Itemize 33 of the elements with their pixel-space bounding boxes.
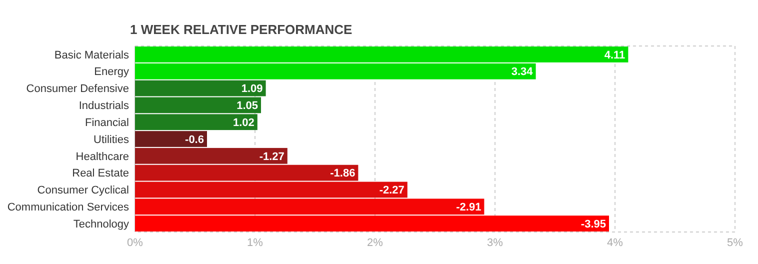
bar (135, 131, 207, 147)
bar (135, 164, 358, 181)
x-tick-label: 5% (727, 237, 744, 249)
y-tick-label: Consumer Defensive (26, 83, 129, 96)
data-label: -3.95 (580, 218, 606, 230)
y-tick-label: Industrials (78, 100, 130, 112)
data-label: -0.6 (185, 134, 204, 146)
bar (135, 148, 288, 164)
x-tick-label: 2% (367, 237, 384, 249)
y-tick-label: Utilities (94, 134, 130, 146)
x-tick-label: 1% (247, 237, 264, 249)
x-tick-label: 0% (127, 237, 144, 249)
data-label: -2.27 (379, 184, 404, 197)
data-label: -1.27 (259, 150, 284, 163)
data-label: -2.91 (456, 201, 482, 214)
y-tick-label: Consumer Cyclical (37, 184, 129, 197)
data-label: 1.05 (236, 100, 258, 112)
data-label: 1.09 (241, 83, 263, 96)
x-tick-label: 3% (487, 237, 504, 249)
y-tick-label: Communication Services (7, 201, 130, 214)
data-label: 3.34 (511, 66, 534, 78)
data-label: -1.86 (330, 168, 356, 180)
y-tick-label: Basic Materials (54, 49, 130, 62)
y-tick-label: Energy (94, 66, 130, 78)
chart-title: 1 WEEK RELATIVE PERFORMANCE (130, 22, 353, 37)
y-tick-label: Real Estate (72, 168, 129, 180)
bar (135, 182, 408, 198)
y-tick-label: Financial (84, 116, 129, 129)
data-label: 4.11 (604, 49, 626, 62)
data-label: 1.02 (232, 116, 254, 129)
x-tick-label: 4% (607, 237, 624, 249)
y-tick-label: Technology (73, 218, 130, 230)
y-tick-label: Healthcare (76, 150, 129, 163)
